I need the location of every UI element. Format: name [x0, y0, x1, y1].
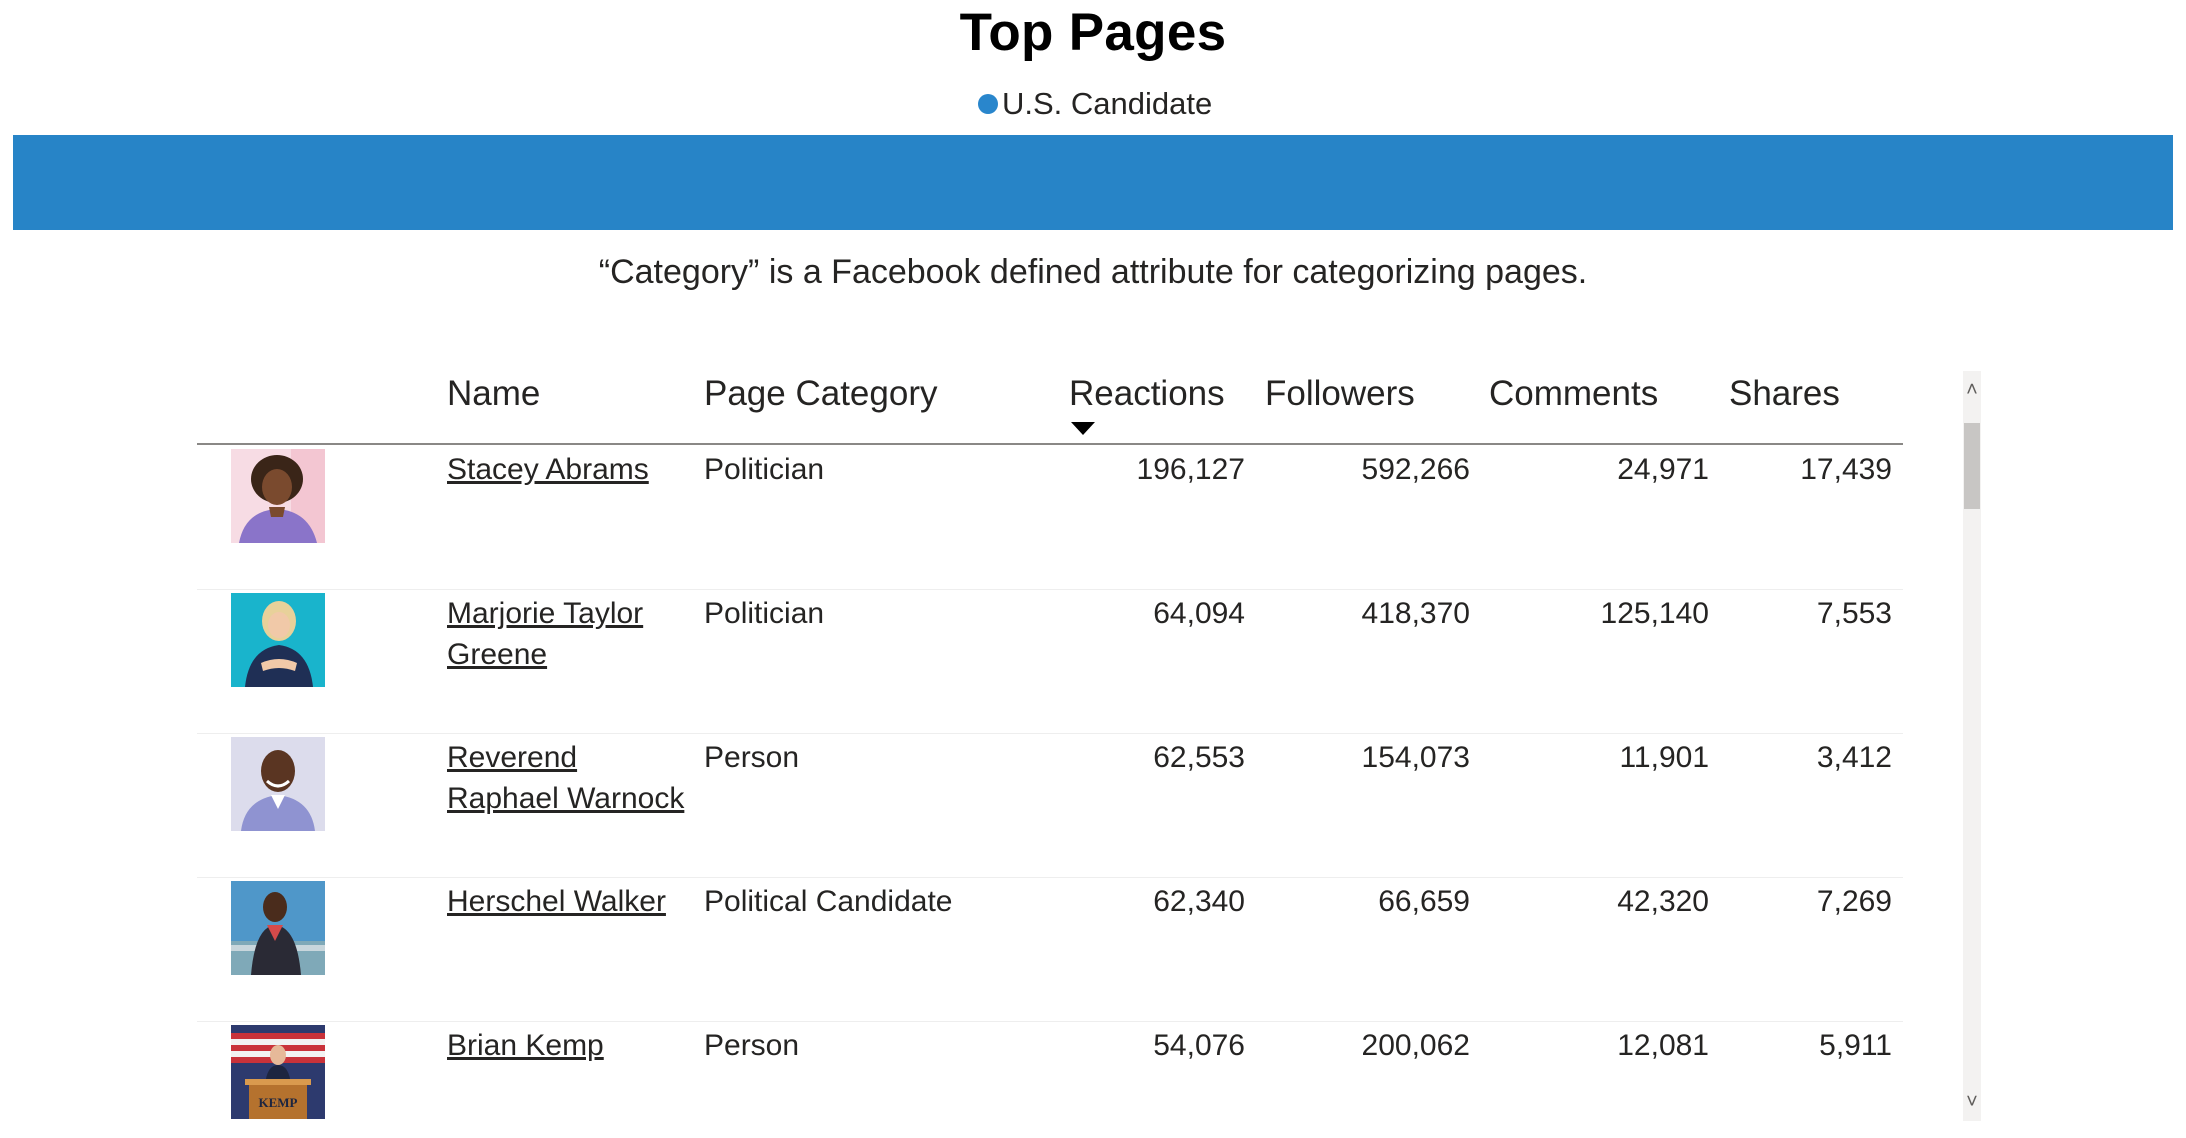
scroll-down-icon[interactable]: ˅: [1966, 1091, 1978, 1113]
column-header-page-category[interactable]: Page Category: [704, 374, 938, 413]
shares-value: 7,553: [1816, 597, 1892, 630]
page-name-link[interactable]: Brian Kemp: [447, 1029, 604, 1062]
avatar: [231, 881, 325, 975]
top-pages-table: Name Page Category Reactions Followers C…: [197, 370, 1903, 1130]
blue-banner: [13, 135, 2173, 230]
followers-value: 66,659: [1378, 885, 1470, 918]
page-category: Political Candidate: [704, 885, 953, 918]
page-category: Person: [704, 1029, 800, 1062]
followers-value: 200,062: [1361, 1029, 1470, 1062]
table-header: Name Page Category Reactions Followers C…: [197, 370, 1903, 445]
column-header-followers[interactable]: Followers: [1265, 374, 1415, 413]
page-name-link[interactable]: Marjorie Taylor Greene: [447, 597, 644, 671]
page-title: Top Pages: [959, 3, 1227, 62]
page-name-link[interactable]: Stacey Abrams: [447, 453, 649, 486]
reactions-value: 62,340: [1153, 885, 1245, 918]
shares-value: 5,911: [1819, 1029, 1892, 1062]
table-row: KEMP Brian Kemp Person 54,076 200,062 12…: [197, 1021, 1903, 1130]
scroll-up-icon[interactable]: ˄: [1966, 379, 1978, 401]
table-row: Herschel Walker Political Candidate 62,3…: [197, 877, 1903, 1022]
comments-value: 12,081: [1617, 1029, 1709, 1062]
avatar: [231, 737, 325, 831]
followers-value: 418,370: [1361, 597, 1470, 630]
page-category: Politician: [704, 597, 825, 630]
reactions-value: 54,076: [1153, 1029, 1245, 1062]
legend: U.S. Candidate: [978, 86, 1212, 122]
reactions-value: 64,094: [1153, 597, 1245, 630]
sort-descending-icon[interactable]: [1071, 422, 1095, 435]
avatar: KEMP: [231, 1025, 325, 1119]
column-header-shares[interactable]: Shares: [1729, 374, 1840, 413]
shares-value: 7,269: [1816, 885, 1892, 918]
reactions-value: 62,553: [1153, 741, 1245, 774]
page-category: Person: [704, 741, 800, 774]
category-note: “Category” is a Facebook defined attribu…: [598, 253, 1588, 291]
column-header-reactions[interactable]: Reactions: [1069, 374, 1225, 413]
vertical-scrollbar[interactable]: ˄ ˅: [1963, 371, 1981, 1121]
page-name-link[interactable]: Reverend Raphael Warnock: [447, 741, 685, 815]
reactions-value: 196,127: [1136, 453, 1245, 486]
comments-value: 42,320: [1617, 885, 1709, 918]
podium-text: KEMP: [259, 1095, 298, 1110]
comments-value: 24,971: [1617, 453, 1709, 486]
shares-value: 3,412: [1816, 741, 1892, 774]
avatar: [231, 593, 325, 687]
followers-value: 154,073: [1361, 741, 1470, 774]
legend-dot-icon: [978, 94, 998, 114]
avatar: [231, 449, 325, 543]
page-category: Politician: [704, 453, 825, 486]
comments-value: 125,140: [1600, 597, 1709, 630]
table-row: Reverend Raphael Warnock Person 62,553 1…: [197, 733, 1903, 878]
page-name-link[interactable]: Herschel Walker: [447, 885, 666, 918]
followers-value: 592,266: [1361, 453, 1470, 486]
table-row: Marjorie Taylor Greene Politician 64,094…: [197, 589, 1903, 734]
scroll-thumb[interactable]: [1964, 423, 1980, 509]
legend-label: U.S. Candidate: [1002, 86, 1213, 121]
column-header-name[interactable]: Name: [447, 374, 541, 413]
table-row: Stacey Abrams Politician 196,127 592,266…: [197, 445, 1903, 590]
comments-value: 11,901: [1619, 741, 1709, 774]
column-header-comments[interactable]: Comments: [1489, 374, 1659, 413]
shares-value: 17,439: [1800, 453, 1892, 486]
